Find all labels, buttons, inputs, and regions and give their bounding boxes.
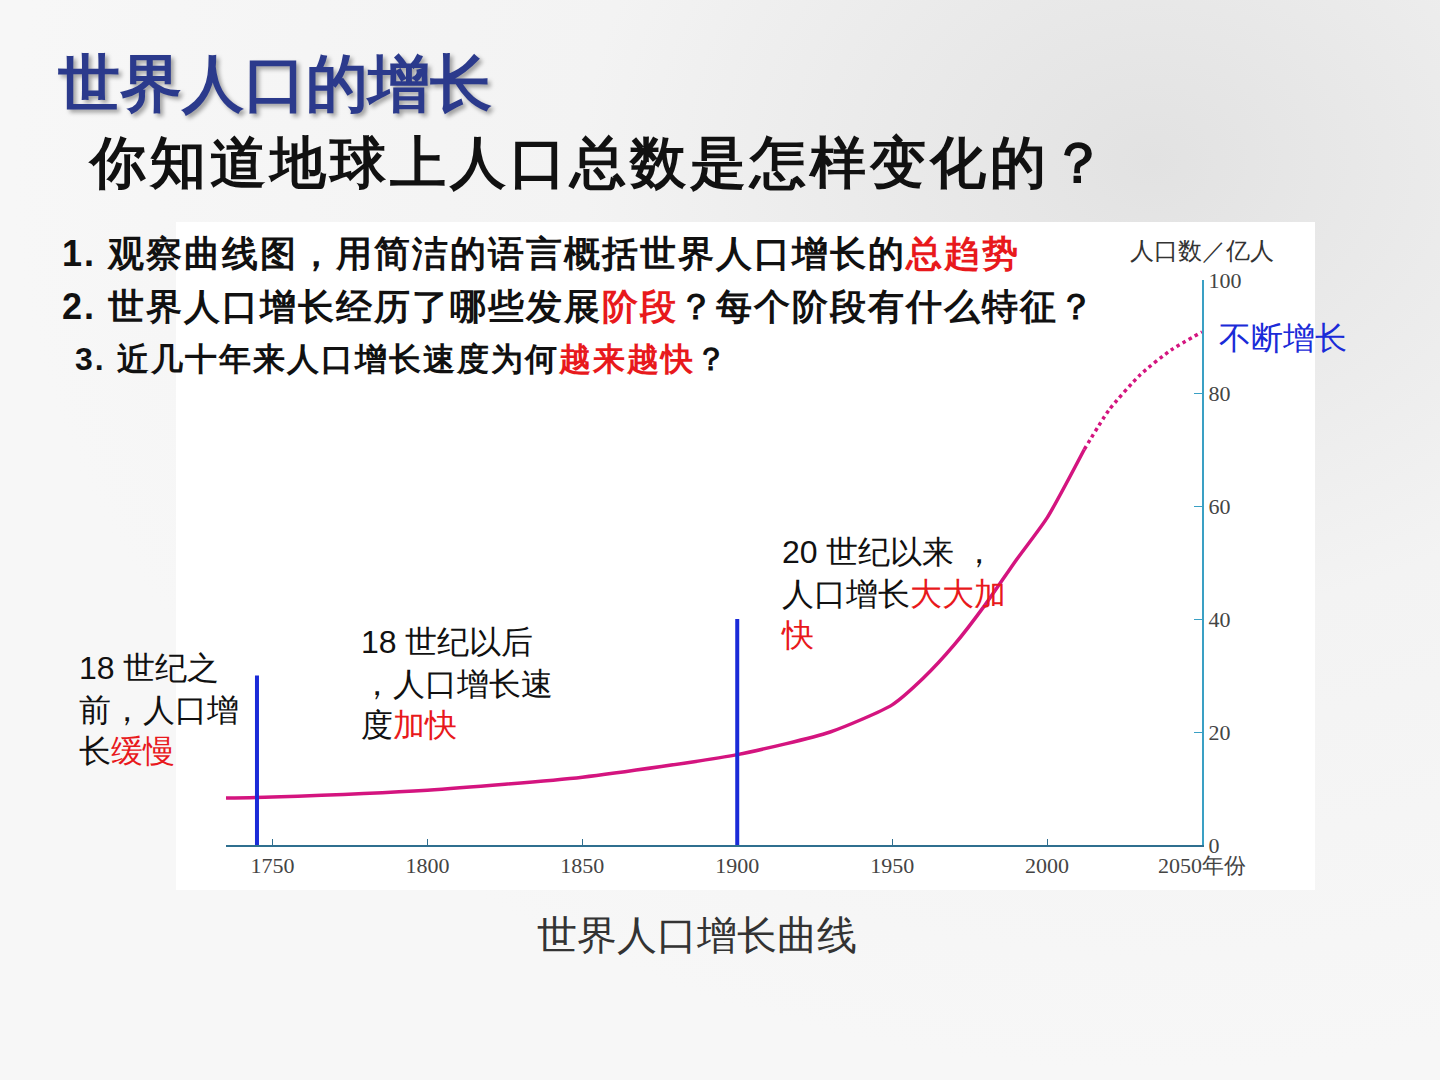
svg-text:20 世纪以来 ，人口增长大大加快: 20 世纪以来 ，人口增长大大加快: [781, 534, 1006, 653]
svg-text:100: 100: [1208, 268, 1241, 293]
svg-text:1800: 1800: [405, 853, 449, 878]
svg-text:1850: 1850: [560, 853, 604, 878]
svg-text:2050年份: 2050年份: [1158, 853, 1246, 878]
html-text:你知道地球上人口总数是怎样变化的？: 你知道地球上人口总数是怎样变化的？: [90, 131, 1110, 194]
html-text:世界人口的增长: 世界人口的增长: [58, 49, 492, 118]
svg-text:不断增长: 不断增长: [1219, 320, 1347, 356]
svg-text:18 世纪之前，人口增长缓慢: 18 世纪之前，人口增长缓慢: [79, 650, 239, 769]
html-text:2. 世界人口增长经历了哪些发展阶段？每个阶段有什么特征？: 2. 世界人口增长经历了哪些发展阶段？每个阶段有什么特征？: [62, 286, 1096, 327]
svg-text:1900: 1900: [715, 853, 759, 878]
svg-text:18 世纪以后，人口增长速度加快: 18 世纪以后，人口增长速度加快: [361, 624, 553, 743]
svg-text:1950: 1950: [870, 853, 914, 878]
svg-text:60: 60: [1208, 494, 1230, 519]
svg-text:人口数／亿人: 人口数／亿人: [1130, 238, 1274, 264]
svg-text:2000: 2000: [1025, 853, 1069, 878]
html-text:1. 观察曲线图，用简洁的语言概括世界人口增长的总趋势: 1. 观察曲线图，用简洁的语言概括世界人口增长的总趋势: [62, 233, 1020, 274]
svg-text:20: 20: [1208, 720, 1230, 745]
svg-text:1750: 1750: [250, 853, 294, 878]
svg-text:40: 40: [1208, 607, 1230, 632]
html-text:3. 近几十年来人口增长速度为何越来越快？: 3. 近几十年来人口增长速度为何越来越快？: [75, 341, 729, 377]
svg-text:0: 0: [1208, 833, 1219, 858]
svg-text:80: 80: [1208, 381, 1230, 406]
svg-text:世界人口增长曲线: 世界人口增长曲线: [537, 913, 857, 958]
